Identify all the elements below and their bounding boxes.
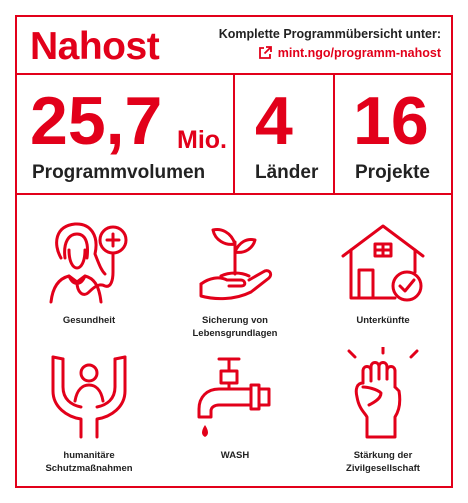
sector-wash: WASH xyxy=(175,347,295,462)
sector-shelter-label: Unterkünfte xyxy=(356,315,410,326)
stat-projects-label: Projekte xyxy=(355,162,430,183)
plant-in-hand-icon xyxy=(199,228,273,301)
sector-protection-label: humanitäre Schutzmaßnahmen xyxy=(45,450,133,474)
sector-wash-label: WASH xyxy=(220,450,250,461)
divider xyxy=(333,75,335,193)
stat-volume-unit: Mio. xyxy=(177,126,227,154)
water-tap-icon xyxy=(197,357,271,437)
divider xyxy=(233,75,235,193)
health-icon xyxy=(49,222,128,304)
stat-countries-label: Länder xyxy=(255,162,319,183)
overview-link[interactable]: mint.ngo/programm-nahost xyxy=(257,45,441,61)
sector-health: Gesundheit xyxy=(29,214,149,327)
protection-icon xyxy=(51,355,127,439)
stat-projects-value: 16 xyxy=(353,83,429,159)
sector-livelihoods-label: Sicherung von Lebensgrundlagen xyxy=(192,315,278,339)
overview-link-text: mint.ngo/programm-nahost xyxy=(277,46,441,60)
stat-countries-value: 4 xyxy=(255,83,293,159)
sector-shelter: Unterkünfte xyxy=(323,214,443,327)
stat-volume-label: Programmvolumen xyxy=(32,162,206,183)
sector-livelihoods: Sicherung von Lebensgrundlagen xyxy=(175,214,295,340)
sector-protection: humanitäre Schutzmaßnahmen xyxy=(29,347,149,475)
raised-fist-icon xyxy=(347,347,419,439)
sector-civil-society: Stärkung der Zivilgesellschaft xyxy=(323,347,443,475)
sector-civil-society-label: Stärkung der Zivilgesellschaft xyxy=(346,450,420,474)
region-title: Nahost xyxy=(30,25,160,68)
infographic-frame: Nahost Komplette Programmübersicht unter… xyxy=(15,15,453,488)
overview-label: Komplette Programmübersicht unter: xyxy=(218,27,441,41)
divider xyxy=(17,193,451,195)
stat-volume-value: 25,7 xyxy=(30,83,163,159)
divider xyxy=(17,73,451,75)
sector-health-label: Gesundheit xyxy=(62,315,116,326)
external-link-icon xyxy=(258,46,272,59)
house-icon xyxy=(341,224,425,302)
